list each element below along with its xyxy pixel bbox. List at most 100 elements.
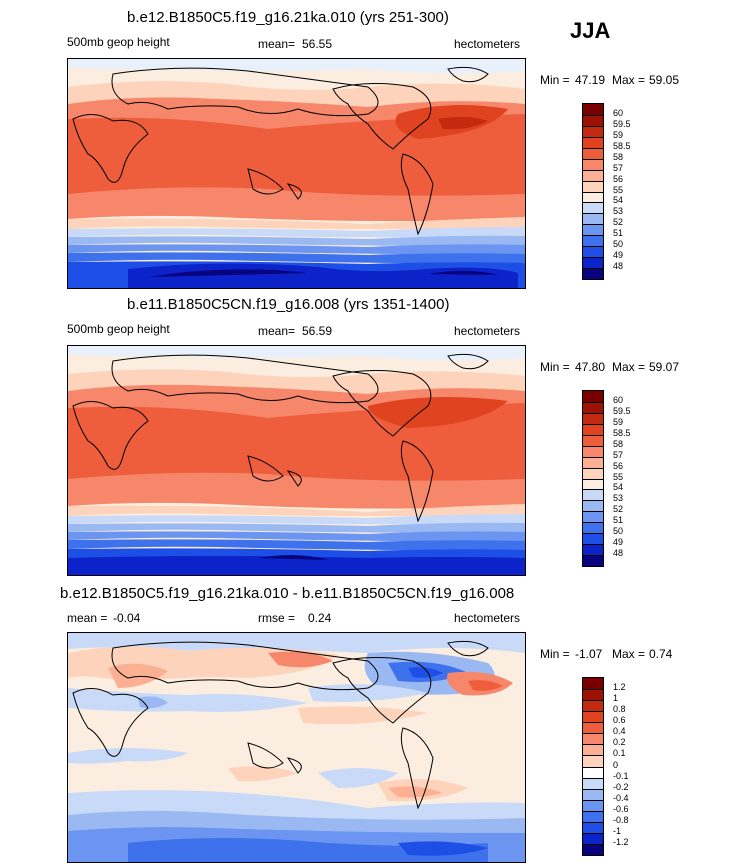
colorbar-tick-label: 0.6 — [613, 715, 626, 726]
colorbar-swatch — [583, 478, 603, 490]
colorbar-tick-label: 53 — [613, 206, 624, 217]
panel-2-map — [67, 345, 526, 576]
colorbar-tick-label: 48 — [613, 261, 624, 272]
colorbar-swatch — [583, 257, 603, 269]
colorbar-tick-label: -1 — [613, 825, 622, 836]
colorbar-tick-label: 49 — [613, 537, 624, 548]
colorbar-swatch — [583, 246, 603, 258]
colorbar-swatch — [583, 423, 603, 435]
colorbar-swatch — [583, 268, 603, 279]
colorbar-swatch — [583, 744, 603, 756]
colorbar-swatch — [583, 832, 603, 844]
colorbar-tick-label: 0.8 — [613, 704, 626, 715]
colorbar-swatch — [583, 489, 603, 501]
panel-2-variable: 500mb geop height — [67, 322, 170, 336]
colorbar-swatch — [583, 169, 603, 181]
colorbar-tick-label: 56 — [613, 173, 624, 184]
colorbar-swatch — [583, 412, 603, 424]
colorbar-tick-label: 57 — [613, 449, 624, 460]
colorbar-tick-label: 59 — [613, 129, 624, 140]
colorbar-swatch — [583, 777, 603, 789]
colorbar-tick-label: 54 — [613, 195, 624, 206]
colorbar-swatch — [583, 114, 603, 126]
colorbar-swatch — [583, 799, 603, 811]
colorbar-swatch — [583, 147, 603, 159]
colorbar-tick-label: 0.4 — [613, 726, 626, 737]
panel-3-units: hectometers — [454, 611, 521, 625]
colorbar-tick-label: -0.8 — [613, 814, 629, 825]
colorbar-tick-label: 52 — [613, 217, 624, 228]
colorbar-swatch — [583, 456, 603, 468]
colorbar-tick-label: 49 — [613, 250, 624, 261]
colorbar-swatch — [583, 202, 603, 214]
colorbar-tick-label: 60 — [613, 107, 624, 118]
colorbar-tick-label: 56 — [613, 460, 624, 471]
colorbar-swatch — [583, 766, 603, 778]
colorbar-swatch — [583, 401, 603, 413]
panel-2-max-label: Max = — [612, 360, 646, 374]
panel-3-max-label: Max = — [612, 647, 646, 661]
panel-1-min-label: Min = — [540, 73, 570, 87]
colorbar-tick-label: 1.2 — [613, 682, 626, 693]
colorbar-swatch — [583, 191, 603, 203]
colorbar-swatch — [583, 445, 603, 457]
panel-3-min-value: -1.07 — [575, 647, 603, 661]
colorbar-swatch — [583, 467, 603, 479]
colorbar-swatch — [583, 689, 603, 701]
panel-2-mean-label: mean= — [258, 324, 296, 338]
colorbar-swatch — [583, 391, 603, 402]
colorbar-swatch — [583, 711, 603, 723]
colorbar-swatch — [583, 158, 603, 170]
colorbar-tick-label: 59 — [613, 416, 624, 427]
colorbar-tick-label: 0.2 — [613, 737, 626, 748]
colorbar-tick-label: 55 — [613, 184, 624, 195]
panel-3-mean-label: mean = — [67, 611, 108, 625]
panel-3-rmse-value: 0.24 — [308, 611, 332, 625]
colorbar-tick-label: 0.1 — [613, 748, 626, 759]
colorbar-tick-label: -0.4 — [613, 792, 629, 803]
colorbar-swatch — [583, 733, 603, 745]
colorbar-tick-label: 58.5 — [613, 140, 631, 151]
colorbar-tick-label: 51 — [613, 228, 624, 239]
colorbar-tick-label: 60 — [613, 394, 624, 405]
colorbar-tick-label: 1 — [613, 693, 619, 704]
panel-2-mean-value: 56.59 — [302, 324, 333, 338]
panel-1-max-value: 59.05 — [649, 73, 680, 87]
colorbar-tick-label: 52 — [613, 504, 624, 515]
panel-3-max-value: 0.74 — [649, 647, 673, 661]
colorbar-swatch — [583, 235, 603, 247]
colorbar-tick-label: 55 — [613, 471, 624, 482]
colorbar-swatch — [583, 224, 603, 236]
colorbar-tick-label: 0 — [613, 759, 619, 770]
panel-3-rmse-label: rmse = — [258, 611, 296, 625]
panel-3-title: b.e12.B1850C5.f19_g16.21ka.010 - b.e11.B… — [60, 585, 515, 602]
colorbar-swatch — [583, 434, 603, 446]
panel-2-max-value: 59.07 — [649, 360, 680, 374]
colorbar-tick-label: 59.5 — [613, 118, 631, 129]
colorbar-tick-label: 48 — [613, 548, 624, 559]
colorbar-swatch — [583, 821, 603, 833]
colorbar-tick-label: 54 — [613, 482, 624, 493]
colorbar-tick-label: 50 — [613, 526, 624, 537]
panel-1-max-label: Max = — [612, 73, 646, 87]
colorbar-tick-label: 59.5 — [613, 405, 631, 416]
colorbar-tick-label: -0.6 — [613, 803, 629, 814]
colorbar-tick-label: 58.5 — [613, 427, 631, 438]
panel-3-mean-value: -0.04 — [113, 611, 141, 625]
panel-1-mean-label: mean= — [258, 37, 296, 51]
panel-2-title: b.e11.B1850C5CN.f19_g16.008 (yrs 1351-14… — [127, 296, 450, 313]
panel-3-contour-field — [68, 633, 525, 862]
colorbar-swatch — [583, 136, 603, 148]
panel-1-colorbar — [582, 103, 604, 280]
panel-1-mean-value: 56.55 — [302, 37, 333, 51]
panel-3-map — [67, 632, 526, 863]
colorbar-swatch — [583, 700, 603, 712]
colorbar-swatch — [583, 500, 603, 512]
season-label: JJA — [570, 18, 611, 43]
colorbar-swatch — [583, 678, 603, 690]
colorbar-tick-label: 53 — [613, 493, 624, 504]
colorbar-tick-label: 58 — [613, 151, 624, 162]
panel-1-units: hectometers — [454, 37, 521, 51]
colorbar-tick-label: 58 — [613, 438, 624, 449]
colorbar-swatch — [583, 125, 603, 137]
